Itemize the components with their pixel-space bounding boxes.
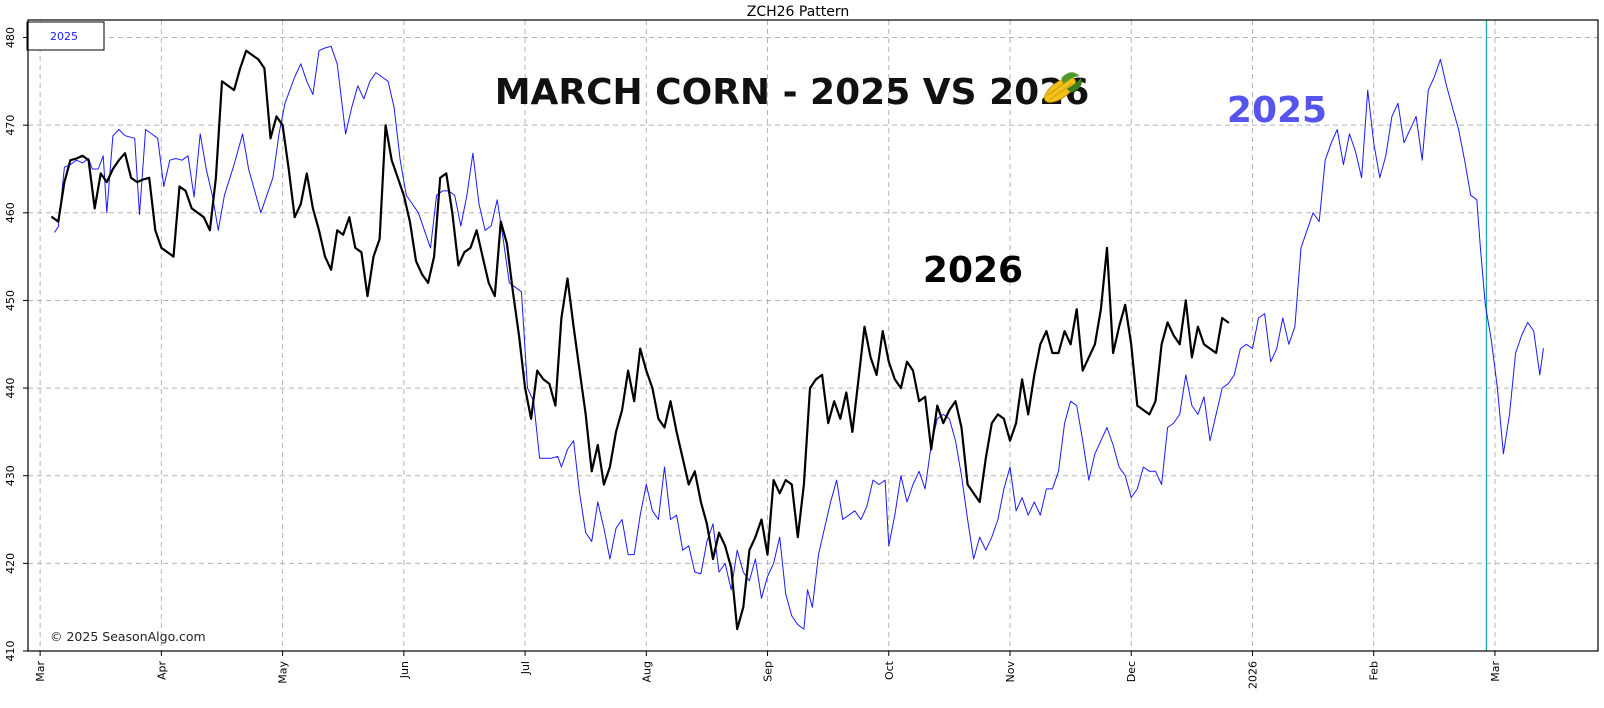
annotation-2026: 2026 [923, 250, 1023, 291]
y-tick-label: 430 [4, 465, 17, 486]
x-tick-label: Dec [1125, 661, 1138, 682]
x-tick-label: Apr [155, 661, 168, 681]
legend-label: 2025 [50, 30, 78, 43]
x-tick-label: Feb [1368, 661, 1381, 680]
series-line-2025 [54, 45, 1544, 630]
copyright-text: © 2025 SeasonAlgo.com [50, 629, 206, 644]
corn-icon [1044, 72, 1082, 103]
gridlines [28, 20, 1598, 652]
y-tick-label: 450 [4, 290, 17, 311]
x-tick-label: May [277, 661, 290, 684]
x-axis: Mar Apr May Jun Jul Aug Sep Oct Nov Dec 2026 Feb Mar [34, 651, 1502, 689]
x-tick-label: Oct [883, 660, 896, 680]
x-tick-label: Jun [398, 661, 411, 679]
annotation-2025: 2025 [1227, 90, 1327, 131]
y-tick-label: 440 [4, 378, 17, 399]
headline: MARCH CORN - 2025 VS 2026 [495, 72, 1090, 113]
x-tick-label: Jul [519, 661, 532, 675]
y-tick-label: 460 [4, 202, 17, 223]
series-line-2026 [51, 49, 1230, 631]
x-tick-label: Mar [1489, 661, 1502, 682]
chart-title: ZCH26 Pattern [747, 4, 850, 20]
series-lines [51, 45, 1544, 631]
plot-frame [27, 19, 1599, 652]
y-axis: 410 420 430 440 450 460 470 480 [4, 27, 28, 662]
y-tick-label: 480 [4, 27, 17, 48]
x-tick-label: Mar [34, 661, 47, 682]
y-tick-label: 420 [4, 553, 17, 574]
x-tick-label: 2026 [1246, 661, 1259, 689]
x-tick-label: Aug [640, 661, 653, 682]
x-tick-label: Nov [1004, 661, 1017, 683]
x-tick-label: Sep [762, 661, 775, 682]
y-tick-label: 470 [4, 115, 17, 136]
y-tick-label: 410 [4, 641, 17, 662]
legend-box [26, 21, 105, 51]
